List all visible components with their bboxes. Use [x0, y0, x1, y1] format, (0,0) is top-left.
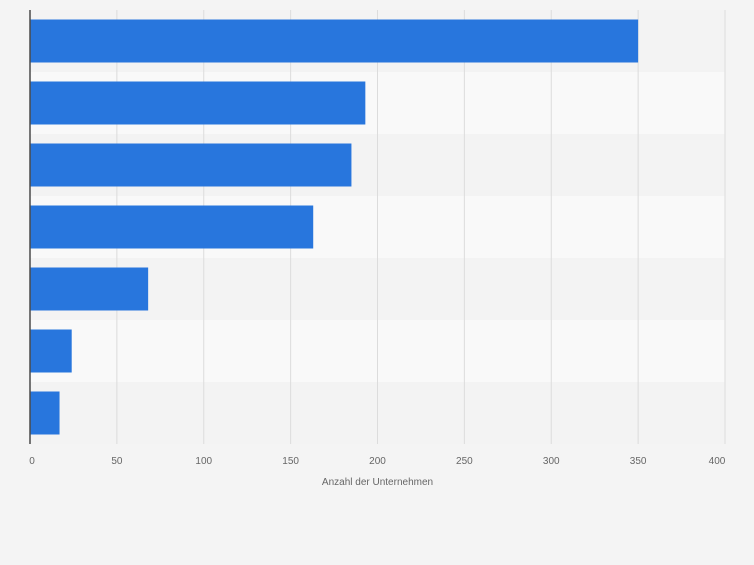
bar	[30, 329, 72, 373]
x-tick-label: 200	[369, 456, 386, 467]
x-tick-label: 0	[29, 456, 35, 467]
x-tick-label: 100	[195, 456, 212, 467]
bar	[30, 19, 639, 63]
x-tick-label: 400	[709, 456, 726, 467]
bar	[30, 391, 60, 435]
x-tick-label: 150	[282, 456, 299, 467]
x-tick-label: 50	[111, 456, 123, 467]
bar	[30, 205, 314, 249]
x-axis-label: Anzahl der Unternehmen	[322, 477, 433, 488]
bar	[30, 267, 149, 311]
bar	[30, 143, 352, 187]
bars	[30, 19, 639, 435]
x-tick-label: 250	[456, 456, 473, 467]
x-axis-ticks: 0 50 100 150 200 250 300 350 400	[29, 456, 726, 467]
x-tick-label: 300	[543, 456, 560, 467]
x-tick-label: 350	[630, 456, 647, 467]
bar	[30, 81, 366, 125]
